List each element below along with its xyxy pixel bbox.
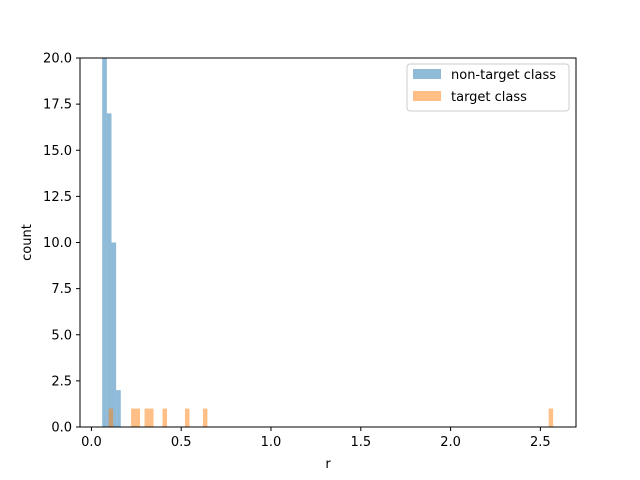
y-tick-label: 17.5 — [43, 98, 72, 113]
bar-non-target-0 — [102, 58, 107, 427]
bar-non-target-1 — [106, 113, 112, 427]
legend: non-target class target class — [406, 63, 570, 112]
bar-target-3 — [144, 408, 150, 427]
x-axis-label: r — [325, 457, 331, 472]
bar-target-0 — [108, 408, 114, 427]
legend-swatch-non-target — [413, 69, 441, 79]
bar-target-1 — [131, 408, 136, 427]
bars-layer — [102, 58, 554, 427]
x-tick-label: 1.5 — [350, 435, 371, 450]
y-tick-label: 12.5 — [43, 190, 72, 205]
y-tick-label: 20.0 — [43, 52, 72, 67]
bar-non-target-3 — [116, 390, 121, 427]
legend-label-non-target: non-target class — [451, 68, 556, 83]
bar-target-8 — [548, 408, 554, 427]
bar-target-4 — [149, 408, 154, 427]
legend-swatch-target — [413, 91, 441, 101]
bar-target-5 — [162, 408, 168, 427]
y-tick-label: 0.0 — [51, 421, 72, 436]
bar-target-7 — [202, 408, 208, 427]
x-tick-label: 1.0 — [261, 435, 282, 450]
y-tick-label: 5.0 — [51, 328, 72, 343]
x-axis: 0.0 0.5 1.0 1.5 2.0 2.5 — [81, 427, 551, 450]
y-tick-label: 2.5 — [51, 374, 72, 389]
legend-label-target: target class — [451, 90, 527, 105]
bar-target-2 — [135, 408, 141, 427]
x-tick-label: 0.5 — [171, 435, 192, 450]
bar-non-target-2 — [111, 242, 117, 427]
y-tick-label: 7.5 — [51, 282, 72, 297]
x-tick-label: 2.0 — [440, 435, 461, 450]
bar-target-6 — [184, 408, 190, 427]
y-axis: 0.0 2.5 5.0 7.5 10.0 12.5 15.0 17.5 20.0 — [43, 52, 80, 436]
x-tick-label: 2.5 — [530, 435, 551, 450]
y-axis-label: count — [20, 224, 35, 261]
y-tick-label: 10.0 — [43, 236, 72, 251]
legend-box — [406, 63, 570, 112]
y-tick-label: 15.0 — [43, 144, 72, 159]
x-tick-label: 0.0 — [81, 435, 102, 450]
